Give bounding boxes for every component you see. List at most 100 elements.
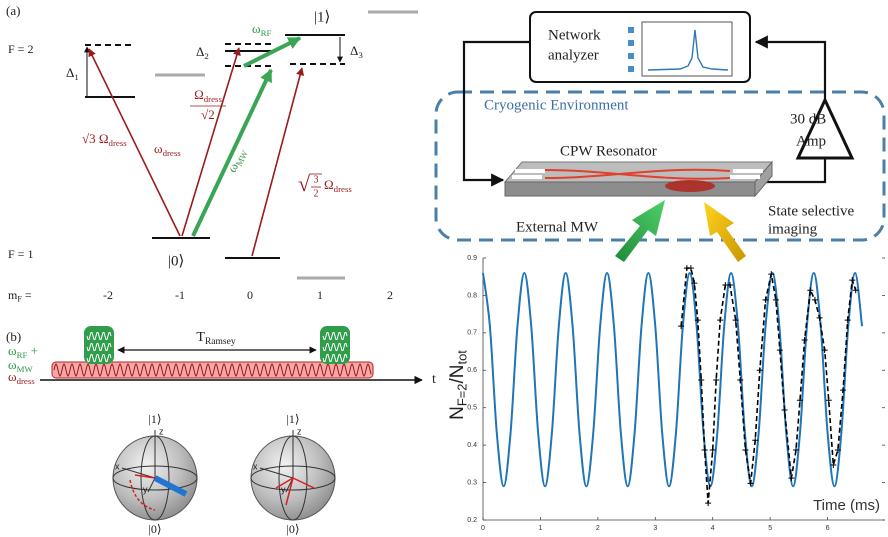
resonator-front [505,182,755,196]
label: imaging [768,221,818,237]
label: √2 [201,107,215,122]
label-part: = [22,288,32,302]
mw-arrow-3d [615,200,665,262]
label: 1 [317,288,323,302]
label-part: F=2 [455,384,470,407]
label-part: Ω [324,177,334,192]
x-tick-label: 3 [653,525,657,532]
label-part: 3 [358,50,363,60]
button [628,53,634,59]
y-tick-label: 0.7 [467,330,477,337]
atom-cloud [665,180,715,192]
data-point [788,475,794,481]
label: |0⟩ [286,522,299,536]
label-part: dress [334,184,353,194]
label: Ωdress [324,177,352,194]
label: y [281,484,286,494]
x-tick-label: 5 [768,525,772,532]
label: |1⟩ [314,9,330,25]
data-point [713,377,719,383]
y-tick-label: 0.4 [467,442,477,449]
label: 2 [314,188,319,199]
label-part: MW [17,364,34,374]
label: 0 [247,288,253,302]
data-point [702,447,708,453]
label: Δ2 [196,44,209,61]
label-part: Ramsey [205,337,236,347]
label: 3 [314,174,319,185]
label: 30 dB [790,111,826,127]
label: √ [298,171,311,196]
figure: { "panel_a": { "label": "(a)", "f2": "F … [0,0,888,537]
data-point [812,297,818,303]
y-tick-label: 0.9 [467,255,477,262]
label: |1⟩ [286,412,299,426]
label-part: tot [455,350,470,365]
label: Ωdress [194,87,222,104]
data-point [782,407,788,413]
button [628,40,634,46]
label-part: N [447,406,468,420]
label: (b) [6,329,21,344]
label-part: √3 Ω [82,131,109,146]
y-tick-label: 0.2 [467,517,477,524]
data-point [817,315,823,321]
x-tick-label: 1 [538,525,542,532]
x-tick-label: 0 [481,525,485,532]
slot [515,169,545,173]
label-part: Δ [350,43,358,58]
label: Network [548,27,601,43]
label: Δ3 [350,43,363,60]
data-point [717,317,723,323]
label-part: Δ [196,44,204,59]
y-axis-label: NF=2/Ntot [447,350,470,420]
label-part: + [27,343,38,358]
label: y [143,484,148,494]
y-tick-label: 0.8 [467,292,477,299]
label: x [115,461,120,471]
label: |0⟩ [148,522,161,536]
bloch-spheres [113,430,335,520]
button [628,66,634,72]
label: analyzer [548,47,599,63]
x-tick-label: 4 [711,525,715,532]
label-part: 2 [204,51,208,61]
label: mF = [8,288,32,304]
label: z [159,426,164,436]
x-tick-label: 2 [596,525,600,532]
label: t [432,372,436,387]
label-part: 1 [74,72,78,82]
label: -2 [103,288,113,302]
label: √3 Ωdress [82,131,127,148]
label-part: /N [447,365,468,384]
label: External MW [516,219,599,235]
data-point [688,265,694,271]
data-point [705,500,711,506]
data-point [826,397,832,403]
label: x [253,461,258,471]
label-part: dress [163,148,182,158]
label: F = 2 [8,42,33,56]
label-part: dress [109,138,128,148]
data-point [807,287,813,293]
data-point [849,277,855,283]
x-tick-label: 6 [826,525,830,532]
slot [730,175,760,179]
label: CPW Resonator [560,143,657,159]
label: z [297,426,302,436]
label: |1⟩ [148,412,161,426]
figure-canvas: 01234560.20.30.40.50.60.70.80.9NF=2/Ntot… [0,0,888,537]
label: 2 [387,288,393,302]
label-part: dress [17,376,36,386]
analyzer-screen [642,22,732,76]
label: -1 [175,288,185,302]
label: ωRF [252,21,271,38]
label-part: RF [17,350,28,360]
x-axis-label: Time (ms) [813,497,880,514]
label-part: Δ [66,65,74,80]
label: State selective [768,203,855,219]
label-part: MW [234,148,250,168]
label: Amp [796,133,826,149]
label: (a) [6,3,20,18]
y-tick-label: 0.3 [467,479,477,486]
